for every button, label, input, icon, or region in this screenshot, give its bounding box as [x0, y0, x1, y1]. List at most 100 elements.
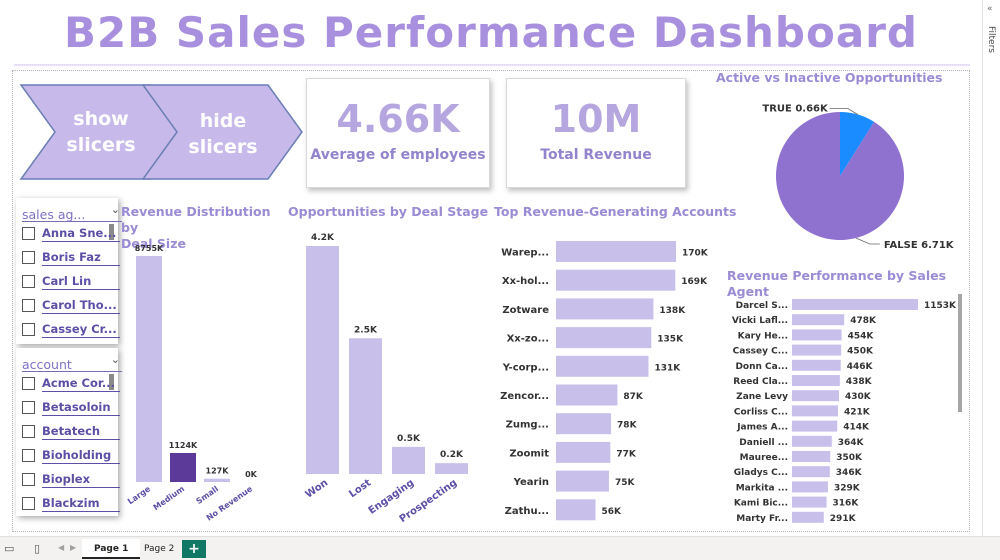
deal-stage-bar — [392, 446, 425, 474]
slicer-item-label: Betasoloin — [42, 399, 120, 416]
kpi-label: Total Revenue — [540, 147, 652, 163]
data-label: 421K — [844, 407, 871, 417]
agent-bar — [792, 466, 830, 478]
data-label: 2.5K — [354, 325, 378, 335]
next-page-icon[interactable]: ▶ — [70, 543, 77, 552]
checkbox[interactable] — [22, 227, 35, 240]
checkbox[interactable] — [22, 425, 35, 438]
y-tick-label: Vicki Lafl... — [732, 316, 788, 326]
y-tick-label: Zotware — [502, 305, 549, 316]
pie-slice — [776, 112, 904, 240]
slicer-item[interactable]: Acme Cor... — [22, 374, 122, 394]
show-slicers-button[interactable]: show slicers — [18, 82, 188, 182]
kpi-value: 10M — [550, 97, 642, 141]
kpi-label: Average of employees — [310, 147, 486, 163]
slicer-item[interactable]: Betasoloin — [22, 398, 122, 418]
data-label: 450K — [847, 347, 874, 357]
slicer-scrollbar[interactable] — [109, 224, 114, 240]
report-canvas: B2B Sales Performance Dashboard show sli… — [12, 8, 970, 532]
active-chart: TRUE 0.66K FALSE 6.71K — [762, 104, 955, 251]
slicer-header[interactable]: sales ag... ⌄ — [22, 203, 122, 222]
y-tick-label: Y-corp... — [502, 362, 549, 373]
deal-stage-bar — [306, 246, 339, 474]
checkbox[interactable] — [22, 275, 35, 288]
y-tick-label: Zoomit — [509, 448, 549, 459]
y-tick-label: Zane Levy — [736, 392, 788, 402]
y-tick-label: Darcel S... — [736, 301, 788, 311]
agent-bar — [792, 329, 842, 341]
slicer-item[interactable]: Blackzim — [22, 494, 122, 514]
checkbox[interactable] — [22, 251, 35, 264]
tab-page-2[interactable]: Page 2 — [144, 544, 175, 554]
agent-bar — [792, 451, 831, 462]
data-label: 438K — [846, 377, 873, 387]
y-tick-label: Zumg... — [506, 420, 549, 431]
pie-slice — [840, 112, 875, 176]
y-tick-label: Gladys C... — [734, 468, 788, 478]
slicer-item-label: Boris Faz — [42, 249, 120, 266]
add-page-button[interactable]: + — [182, 540, 206, 558]
y-tick-label: Kary He... — [738, 331, 788, 341]
slicer-item[interactable]: Boris Faz — [22, 248, 122, 268]
slicer-item[interactable]: Carol Tho... — [22, 296, 122, 316]
x-tick-label: Small — [195, 484, 221, 506]
data-label: 364K — [838, 438, 865, 448]
collapse-arrow-icon[interactable]: « — [987, 4, 993, 14]
data-label: 316K — [833, 499, 860, 509]
slicer-item-label: Acme Cor... — [42, 375, 120, 392]
desktop-layout-icon[interactable]: ▭ — [4, 542, 15, 555]
data-label: 291K — [830, 514, 857, 524]
hide-slicers-button[interactable]: hide slicers — [140, 82, 306, 182]
slicer-item-label: Anna Sne... — [42, 225, 120, 242]
slicer-scrollbar[interactable] — [109, 374, 114, 390]
data-label: FALSE 6.71K — [884, 240, 955, 251]
slicer-item[interactable]: Anna Sne... — [22, 224, 122, 244]
chevron-down-icon[interactable]: ⌄ — [110, 353, 120, 366]
deal-size-bar — [170, 452, 196, 482]
chevron-down-icon[interactable]: ⌄ — [110, 203, 120, 216]
y-tick-label: Zencor... — [500, 391, 549, 402]
data-label: 135K — [657, 335, 684, 345]
tab-page-1[interactable]: Page 1 — [82, 539, 141, 559]
previous-page-icon[interactable]: ◀ — [58, 543, 65, 552]
deal-size-title-line-2: Deal Size — [121, 236, 186, 251]
y-tick-label: Xx-zo... — [507, 334, 549, 345]
mobile-layout-icon[interactable]: ▯ — [34, 542, 41, 555]
account-bar — [556, 269, 676, 291]
agent-bar — [792, 314, 845, 326]
chevron-shape-icon — [141, 84, 303, 180]
slicer-item[interactable]: Betatech — [22, 422, 122, 442]
slicer-item[interactable]: Carl Lin — [22, 272, 122, 292]
y-tick-label: Xx-hol... — [502, 276, 549, 287]
show-slicers-label-1: show — [73, 108, 129, 130]
slicer-title: sales ag... — [22, 207, 86, 222]
checkbox[interactable] — [22, 299, 35, 312]
checkbox[interactable] — [22, 473, 35, 486]
account-bar — [556, 413, 612, 435]
deal-stage-bar — [435, 463, 468, 474]
checkbox[interactable] — [22, 497, 35, 510]
slicer-item-label: Bioplex — [42, 471, 120, 488]
slicer-item[interactable]: Cassey Cr... — [22, 320, 122, 340]
agent-bar — [792, 299, 918, 310]
slicer-title: account — [22, 357, 72, 372]
filters-pane[interactable]: « Filters — [982, 0, 1000, 536]
data-label: 454K — [848, 331, 875, 341]
slicer-item[interactable]: Bioholding — [22, 446, 122, 466]
checkbox[interactable] — [22, 401, 35, 414]
checkbox[interactable] — [22, 323, 35, 336]
x-tick-label: Large — [126, 484, 153, 506]
title-divider — [14, 64, 970, 66]
slicer-header[interactable]: account ⌄ — [22, 353, 122, 372]
slicer-item[interactable]: Bioplex — [22, 470, 122, 490]
sales-agent-slicer: sales ag... ⌄ Anna Sne... Boris Faz Carl L… — [16, 198, 122, 344]
account-bar — [556, 355, 649, 377]
data-label: 77K — [616, 449, 637, 459]
checkbox[interactable] — [22, 377, 35, 390]
data-label: 430K — [845, 392, 872, 402]
checkbox[interactable] — [22, 449, 35, 462]
account-bar — [556, 298, 654, 320]
deal-size-bar — [136, 256, 162, 482]
slicer-item-label: Bioholding — [42, 447, 120, 464]
